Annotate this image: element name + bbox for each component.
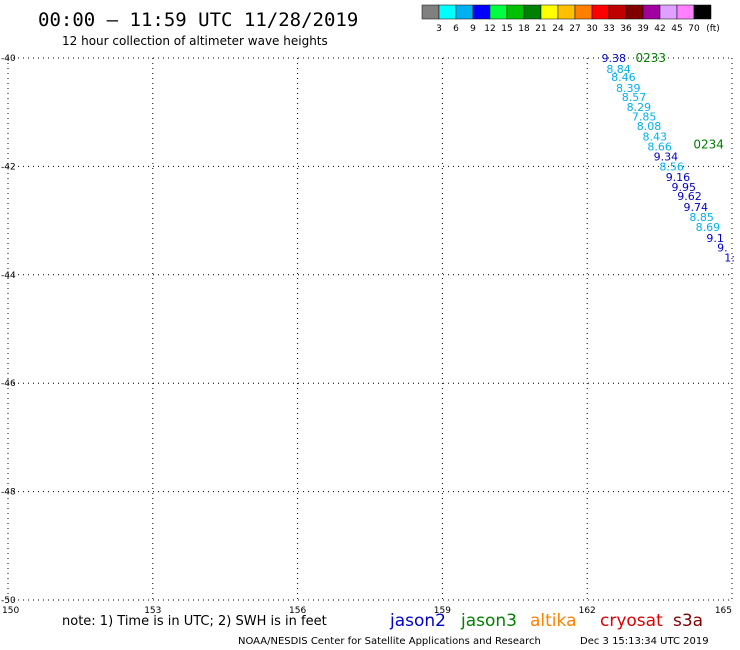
x-tick-label: 162 bbox=[579, 606, 596, 616]
timestamp: Dec 3 15:13:34 UTC 2019 bbox=[580, 636, 709, 647]
colorbar-unit: (ft) bbox=[706, 24, 720, 34]
colorbar-label: 9 bbox=[470, 24, 476, 34]
credit-line: NOAA/NESDIS Center for Satellite Applica… bbox=[238, 636, 541, 647]
pass-labels: 0233 0234 bbox=[635, 51, 723, 152]
satellite-legend-item: s3a bbox=[673, 611, 703, 631]
wave-height-label: 8.66 bbox=[647, 140, 672, 153]
wave-height-label: 1: bbox=[724, 251, 735, 264]
wave-height-label: 9. bbox=[717, 242, 728, 255]
colorbar-swatch bbox=[693, 4, 712, 20]
colorbar-swatch bbox=[506, 4, 525, 20]
wave-height-label: 9.74 bbox=[684, 201, 709, 214]
colorbar-swatch bbox=[676, 4, 695, 20]
chart-subtitle: 12 hour collection of altimeter wave hei… bbox=[62, 34, 328, 48]
pass-time-label: 0234 bbox=[693, 138, 724, 152]
colorbar-label: 39 bbox=[637, 24, 649, 34]
wave-height-label: 9.1 bbox=[706, 232, 724, 245]
wave-height-label: 8.43 bbox=[643, 131, 668, 144]
y-tick-label: -50 bbox=[1, 596, 16, 606]
colorbar-swatch bbox=[540, 4, 559, 20]
colorbar-swatch bbox=[421, 4, 440, 20]
colorbar-label: 36 bbox=[620, 24, 632, 34]
x-tick-label: 165 bbox=[715, 606, 732, 616]
satellite-legend: jason2 jason3 altika cryosat s3a bbox=[389, 611, 703, 631]
wave-height-label: 9.34 bbox=[654, 151, 679, 164]
wave-height-label: 8.69 bbox=[696, 221, 721, 234]
y-tick-label: -48 bbox=[1, 488, 16, 498]
wave-height-points: 9.388.848.468.398.578.297.858.088.438.66… bbox=[601, 52, 734, 264]
wave-height-label: 8.84 bbox=[606, 63, 631, 76]
colorbar-swatch bbox=[438, 4, 457, 20]
colorbar-label: 21 bbox=[535, 24, 546, 34]
colorbar-label: 27 bbox=[569, 24, 580, 34]
colorbar-swatch bbox=[455, 4, 474, 20]
colorbar-legend: 3 6 9 12 15 18 21 24 27 30 33 36 39 42 45 70 (ft) bbox=[421, 4, 720, 34]
colorbar-label: 70 bbox=[688, 24, 700, 34]
colorbar-swatch bbox=[523, 4, 542, 20]
map-grid bbox=[7, 57, 733, 601]
y-tick-label: -46 bbox=[1, 379, 16, 389]
wave-height-label: 8.29 bbox=[627, 101, 652, 114]
wave-height-label: 8.39 bbox=[616, 82, 641, 95]
colorbar-swatch bbox=[574, 4, 593, 20]
colorbar-swatch bbox=[557, 4, 576, 20]
colorbar-swatch bbox=[472, 4, 491, 20]
colorbar-label: 15 bbox=[501, 24, 512, 34]
colorbar-swatch bbox=[625, 4, 644, 20]
colorbar-swatch bbox=[608, 4, 627, 20]
axis-ticks: 150 153 156 159 162 165 -40 -42 -44 -46 -48 -50 bbox=[1, 54, 732, 616]
colorbar-swatch bbox=[659, 4, 678, 20]
y-tick-label: -42 bbox=[1, 162, 16, 172]
wave-height-label: 8.56 bbox=[659, 160, 684, 173]
x-tick-label: 156 bbox=[289, 606, 306, 616]
wave-height-label: 8.57 bbox=[622, 91, 647, 104]
colorbar-label: 33 bbox=[603, 24, 614, 34]
chart-title: 00:00 – 11:59 UTC 11/28/2019 bbox=[38, 9, 358, 31]
footnote: note: 1) Time is in UTC; 2) SWH is in fe… bbox=[62, 614, 327, 629]
x-tick-label: 159 bbox=[434, 606, 451, 616]
colorbar-swatch bbox=[642, 4, 661, 20]
satellite-legend-item: cryosat bbox=[600, 611, 663, 631]
satellite-legend-item: jason3 bbox=[460, 611, 517, 631]
colorbar-label: 18 bbox=[518, 24, 530, 34]
y-tick-label: -44 bbox=[1, 271, 16, 281]
colorbar-label: 42 bbox=[654, 24, 665, 34]
colorbar-label: 12 bbox=[484, 24, 495, 34]
x-tick-label: 153 bbox=[144, 606, 161, 616]
wave-height-label: 8.08 bbox=[637, 120, 662, 133]
colorbar-label: 24 bbox=[552, 24, 564, 34]
colorbar-swatch bbox=[591, 4, 610, 20]
colorbar-swatch bbox=[489, 4, 508, 20]
colorbar-label: 3 bbox=[436, 24, 442, 34]
wave-height-label: 9.16 bbox=[666, 171, 691, 184]
y-tick-label: -40 bbox=[1, 54, 16, 64]
pass-time-label: 0233 bbox=[635, 51, 666, 65]
colorbar-label: 6 bbox=[453, 24, 459, 34]
wave-height-label: 9.62 bbox=[677, 190, 702, 203]
wave-height-label: 9.95 bbox=[671, 181, 696, 194]
satellite-legend-item: altika bbox=[530, 611, 577, 631]
satellite-legend-item: jason2 bbox=[389, 611, 446, 631]
colorbar-label: 45 bbox=[671, 24, 682, 34]
wave-height-label: 8.85 bbox=[689, 211, 714, 224]
wave-height-label: 8.46 bbox=[611, 71, 636, 84]
colorbar-label: 30 bbox=[586, 24, 598, 34]
wave-height-label: 7.85 bbox=[632, 111, 657, 124]
x-tick-label: 150 bbox=[2, 606, 19, 616]
wave-height-label: 9.38 bbox=[601, 52, 626, 65]
